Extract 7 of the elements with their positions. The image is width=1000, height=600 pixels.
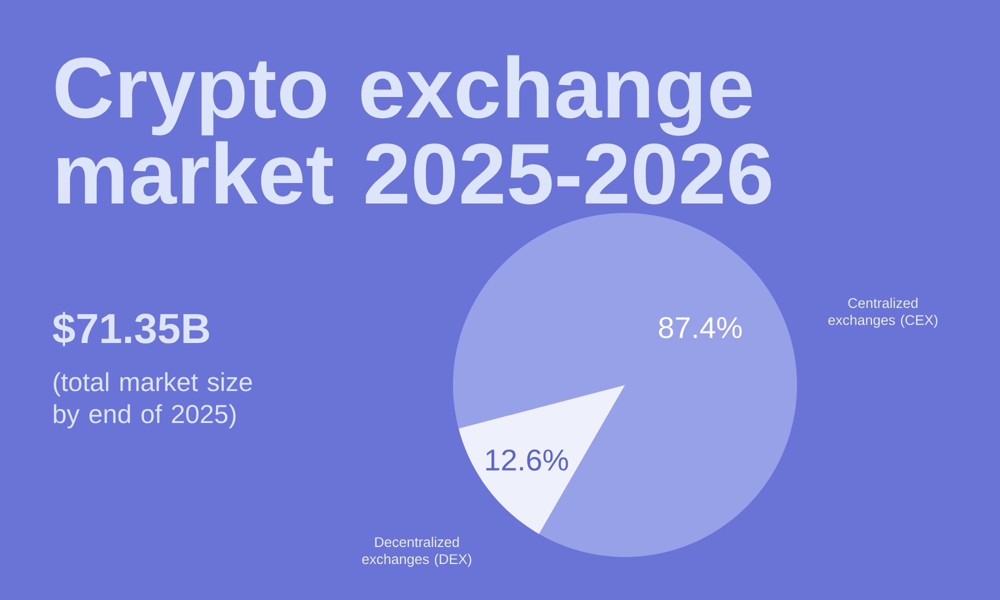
text: $71.35B [52, 312, 210, 346]
chart-title: Crypto exchange market 2025-2026 [56, 55, 771, 204]
text: (total market size by end of 2025) [54, 372, 252, 428]
data-label: 12.6% [486, 449, 568, 471]
slice-label: Decentralized exchanges (DEX) [362, 536, 472, 567]
data-label: 87.4% [659, 317, 742, 338]
slice-label: Centralized exchanges (CEX) [828, 298, 938, 328]
